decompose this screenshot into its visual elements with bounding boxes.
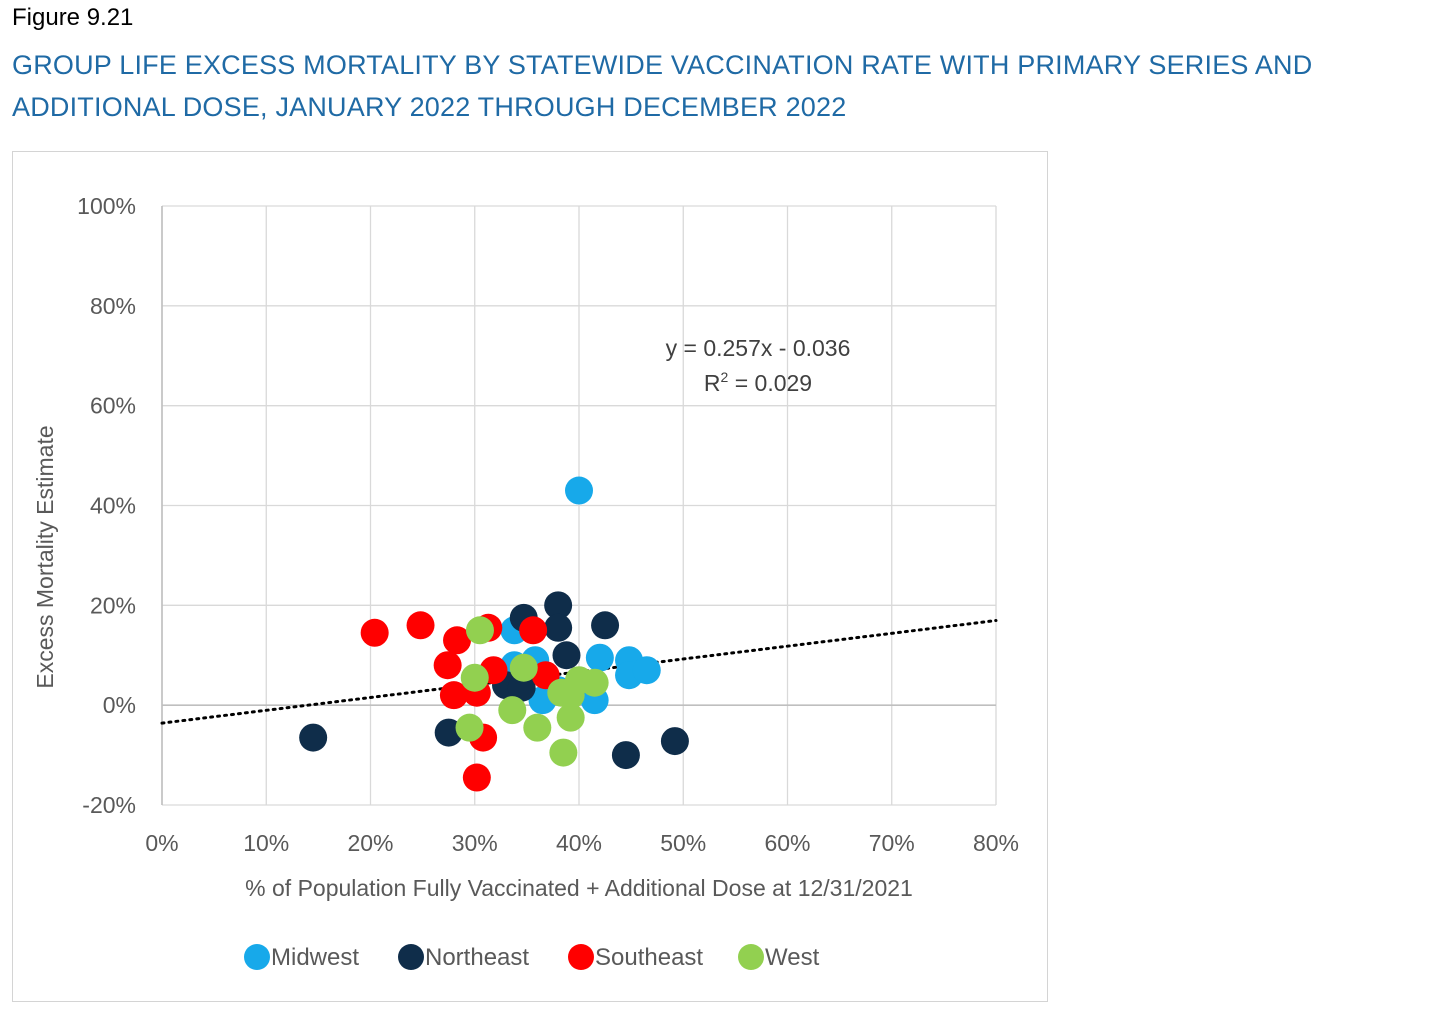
legend-item-southeast: Southeast: [568, 944, 703, 971]
x-tick-label: 80%: [973, 830, 1019, 856]
x-tick-label: 0%: [145, 830, 178, 856]
data-point-northeast: [591, 611, 620, 640]
y-tick-label: 40%: [90, 493, 136, 519]
data-point-northeast: [544, 613, 573, 642]
legend-marker: [244, 944, 270, 970]
data-point-northeast: [552, 641, 581, 670]
data-point-west: [556, 703, 585, 732]
figure-label: Figure 9.21: [12, 4, 134, 31]
data-point-southeast: [519, 616, 548, 645]
data-point-southeast: [443, 626, 472, 655]
x-tick-label: 20%: [347, 830, 393, 856]
data-point-southeast: [433, 651, 462, 680]
x-tick-label: 70%: [869, 830, 915, 856]
series-west: [455, 616, 609, 767]
x-tick-label: 50%: [660, 830, 706, 856]
legend-label: Northeast: [425, 944, 529, 971]
data-point-midwest: [585, 643, 614, 672]
x-tick-label: 30%: [452, 830, 498, 856]
legend-item-northeast: Northeast: [398, 944, 529, 971]
legend-item-west: West: [738, 944, 820, 971]
y-tick-label: 0%: [103, 692, 136, 718]
data-point-northeast: [299, 723, 328, 752]
legend-marker: [398, 944, 424, 970]
y-tick-label: 100%: [77, 193, 136, 219]
x-tick-label: 40%: [556, 830, 602, 856]
data-point-west: [509, 653, 538, 682]
trendline-r-squared: R2 = 0.029: [704, 369, 812, 396]
trendline-equation: y = 0.257x - 0.036: [666, 335, 851, 361]
data-point-west: [523, 713, 552, 742]
r2-suffix: = 0.029: [728, 370, 812, 396]
y-axis-title: Excess Mortality Estimate: [32, 425, 58, 688]
scatter-chart: 0% 10% 20% 30% 40% 50% 60% 70% 80% -20% 0% 20% 40% 60…: [32, 193, 1019, 971]
data-point-west: [465, 616, 494, 645]
r2-prefix: R: [704, 370, 721, 396]
data-point-southeast: [360, 618, 389, 647]
data-point-northeast: [611, 741, 640, 770]
r2-superscript: 2: [721, 369, 729, 385]
data-point-midwest: [565, 476, 593, 505]
y-tick-label: 60%: [90, 393, 136, 419]
x-axis-title: % of Population Fully Vaccinated + Addit…: [245, 875, 913, 901]
data-point-west: [549, 738, 578, 767]
data-point-west: [460, 663, 489, 692]
figure-title: GROUP LIFE EXCESS MORTALITY BY STATEWIDE…: [12, 50, 1313, 122]
legend-marker: [738, 944, 764, 970]
data-point-northeast: [660, 727, 689, 756]
data-point-west: [455, 713, 484, 742]
data-point-midwest: [632, 656, 661, 685]
legend-label: Midwest: [271, 944, 359, 971]
y-tick-label: 80%: [90, 293, 136, 319]
legend-label: West: [765, 944, 820, 971]
x-tick-label: 10%: [243, 830, 289, 856]
data-point-west: [580, 668, 609, 697]
data-point-southeast: [462, 763, 491, 792]
points-layer: [299, 476, 689, 792]
x-tick-label: 60%: [764, 830, 810, 856]
y-tick-label: 20%: [90, 592, 136, 618]
legend-marker: [568, 944, 594, 970]
data-point-southeast: [406, 611, 435, 640]
y-tick-label: -20%: [82, 792, 136, 818]
data-point-west: [498, 696, 527, 725]
legend: Midwest Northeast Southeast West: [244, 944, 820, 971]
tick-labels-layer: 0% 10% 20% 30% 40% 50% 60% 70% 80% -20% 0% 20% 40% 60…: [77, 193, 1019, 856]
data-point-northeast: [544, 591, 573, 620]
chart-frame: 0% 10% 20% 30% 40% 50% 60% 70% 80% -20% 0% 20% 40% 60…: [12, 151, 1048, 1002]
legend-label: Southeast: [595, 944, 703, 971]
data-point-southeast: [439, 681, 468, 710]
legend-item-midwest: Midwest: [244, 944, 359, 971]
